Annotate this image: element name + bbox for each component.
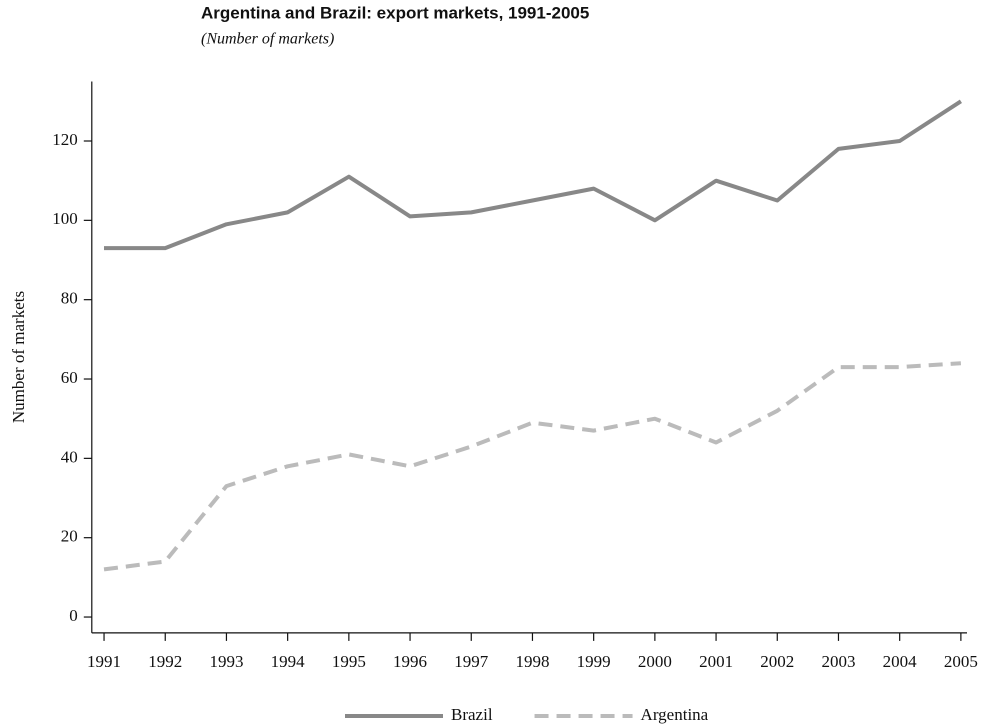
x-tick-label: 1998 — [515, 652, 549, 671]
y-tick-label: 100 — [52, 209, 78, 228]
legend-label: Brazil — [451, 705, 493, 724]
chart-title: Argentina and Brazil: export markets, 19… — [201, 3, 589, 22]
x-tick-label: 2001 — [699, 652, 733, 671]
x-tick-label: 2003 — [821, 652, 855, 671]
x-tick-label: 2005 — [944, 652, 978, 671]
x-tick-label: 2002 — [760, 652, 794, 671]
y-tick-label: 20 — [61, 527, 78, 546]
x-tick-label: 1993 — [209, 652, 243, 671]
x-tick-label: 1996 — [393, 652, 427, 671]
y-tick-label: 60 — [61, 368, 78, 387]
y-tick-label: 40 — [61, 447, 78, 466]
y-tick-label: 80 — [61, 289, 78, 308]
x-tick-label: 1992 — [148, 652, 182, 671]
series-line — [103, 361, 962, 572]
x-tick-label: 2004 — [883, 652, 918, 671]
y-tick-label: 0 — [69, 606, 78, 625]
legend-label: Argentina — [641, 705, 709, 724]
y-axis-label: Number of markets — [9, 291, 28, 423]
series-line — [104, 99, 962, 251]
x-tick-label: 1997 — [454, 652, 489, 671]
chart-subtitle: (Number of markets) — [201, 31, 334, 48]
x-tick-label: 1994 — [271, 652, 306, 671]
x-tick-label: 1991 — [87, 652, 121, 671]
x-tick-label: 2000 — [638, 652, 672, 671]
x-tick-label: 1995 — [332, 652, 366, 671]
y-tick-label: 120 — [52, 130, 78, 149]
x-tick-label: 1999 — [577, 652, 611, 671]
